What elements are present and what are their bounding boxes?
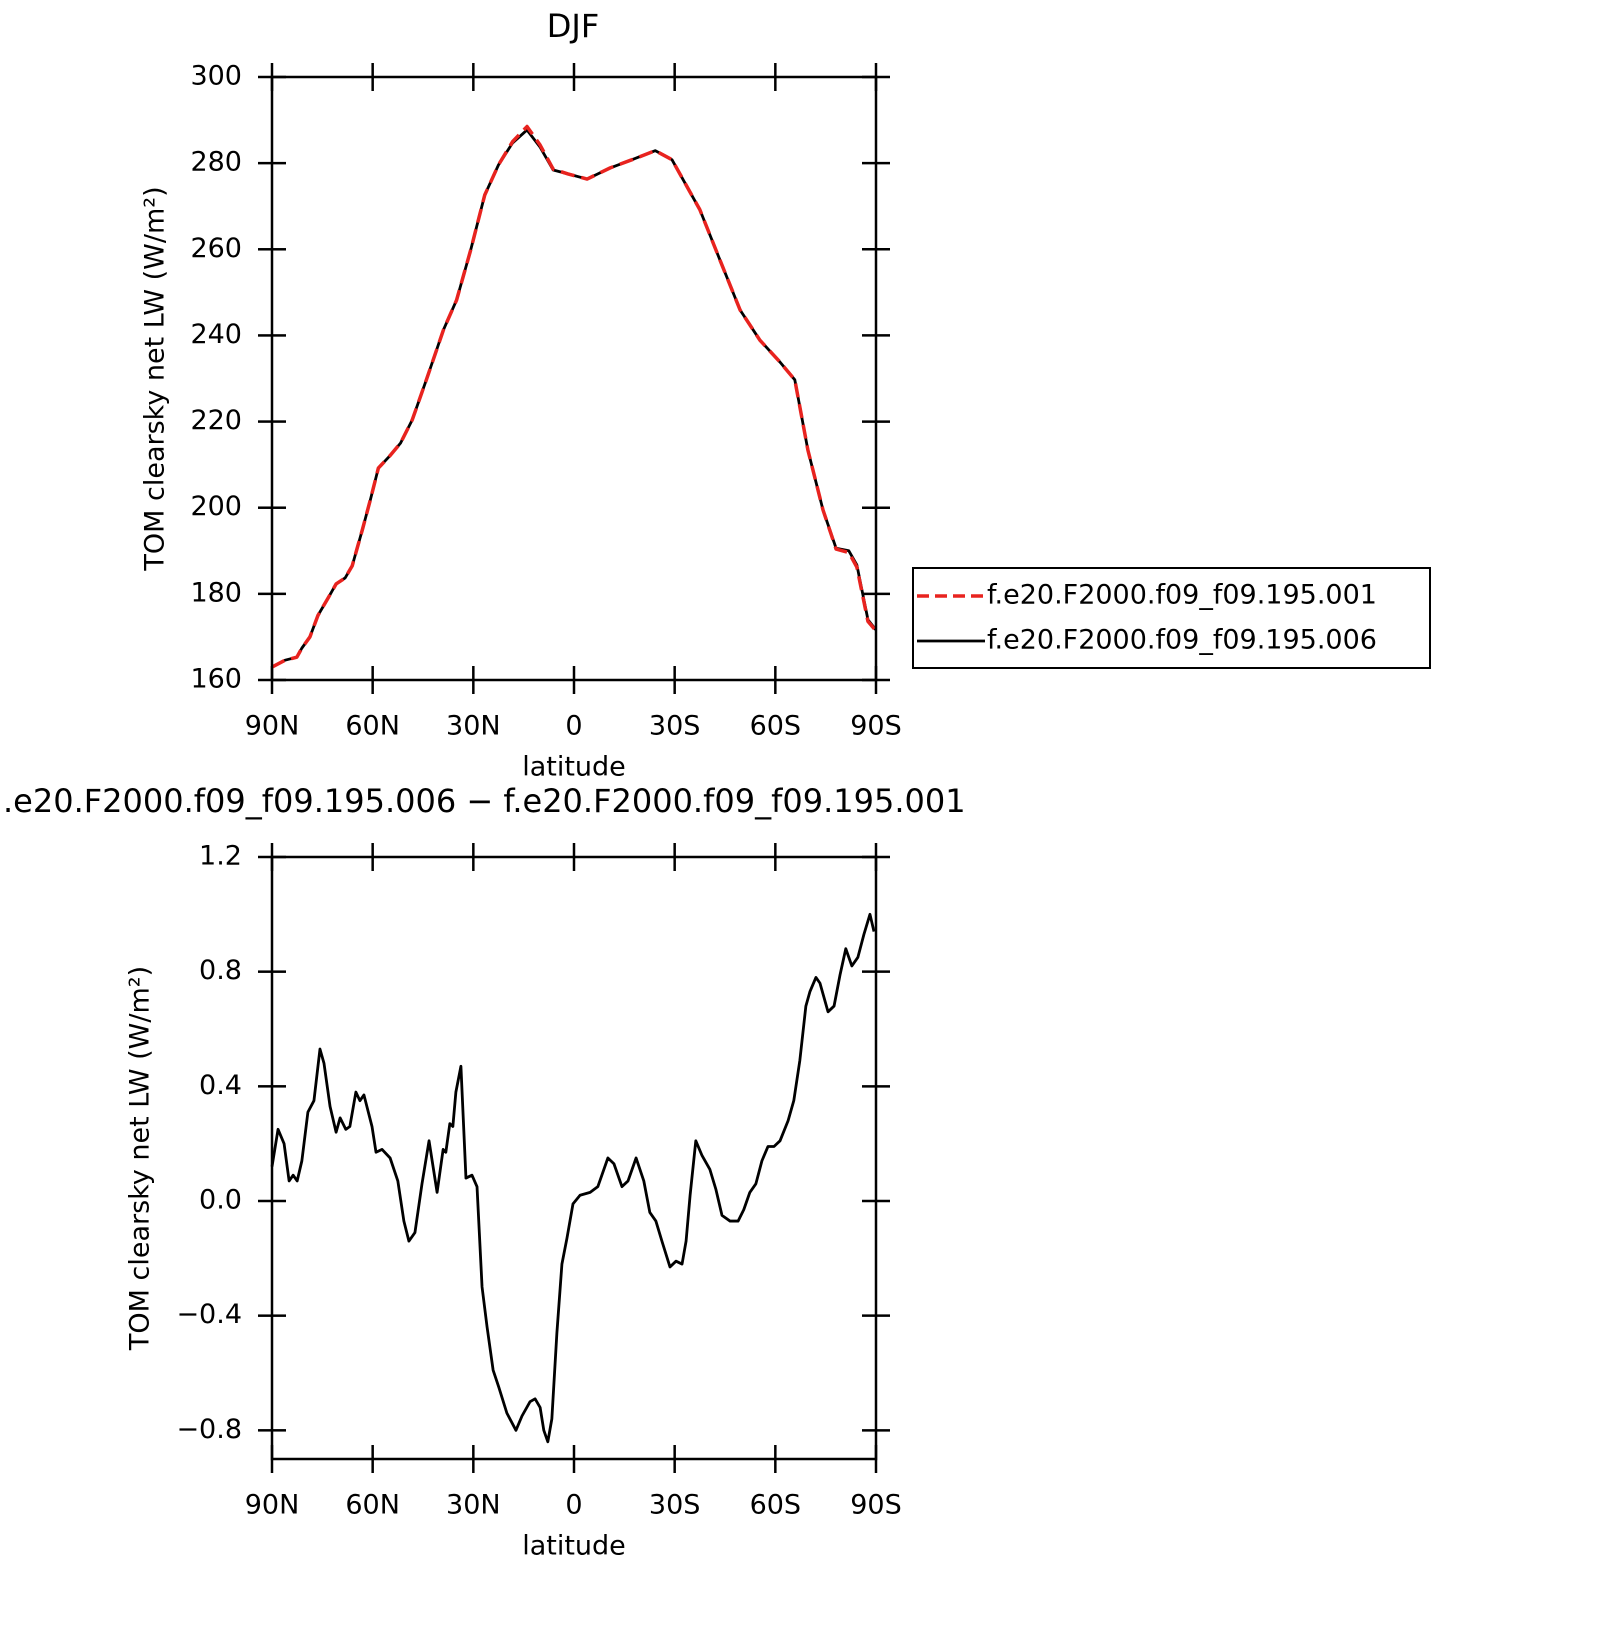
x-tick-label: 60S	[750, 711, 802, 742]
series-line	[271, 128, 878, 669]
y-tick-label: 0.8	[199, 955, 242, 986]
y-tick-label: 160	[190, 664, 242, 695]
legend-label: f.e20.F2000.f09_f09.195.006	[987, 625, 1377, 656]
y-tick-label: 200	[190, 491, 242, 522]
plot-frame	[270, 855, 878, 1461]
chart-title: DJF	[547, 7, 599, 45]
x-tick-label: 60N	[345, 1490, 400, 1521]
y-tick-label: −0.8	[176, 1414, 242, 1445]
x-tick-label: 0	[565, 1490, 582, 1521]
series-line	[271, 124, 878, 669]
x-tick-label: 90S	[850, 1490, 902, 1521]
x-axis-label: latitude	[522, 752, 626, 783]
x-tick-label: 60N	[345, 711, 400, 742]
y-tick-label: 300	[190, 61, 242, 92]
x-tick-label: 30S	[649, 1490, 701, 1521]
chart-title: .e20.F2000.f09_f09.195.006 − f.e20.F2000…	[3, 782, 966, 820]
y-tick-label: 220	[190, 405, 242, 436]
x-tick-label: 30N	[446, 1490, 501, 1521]
x-tick-label: 30N	[446, 711, 501, 742]
y-tick-label: 260	[190, 233, 242, 264]
y-tick-label: 1.2	[199, 841, 242, 872]
legend-box	[912, 567, 1431, 669]
y-tick-label: 180	[190, 577, 242, 608]
x-tick-label: 0	[565, 711, 582, 742]
y-tick-label: 280	[190, 147, 242, 178]
y-tick-label: 0.0	[199, 1185, 242, 1216]
x-tick-label: 90S	[850, 711, 902, 742]
legend-label: f.e20.F2000.f09_f09.195.001	[987, 580, 1377, 611]
y-tick-label: −0.4	[176, 1299, 242, 1330]
x-tick-label: 30S	[649, 711, 701, 742]
x-axis-label: latitude	[522, 1531, 626, 1562]
x-tick-label: 90N	[245, 711, 300, 742]
y-axis-label: TOM clearsky net LW (W/m²)	[125, 966, 156, 1351]
y-tick-label: 0.4	[199, 1070, 242, 1101]
y-tick-label: 240	[190, 319, 242, 350]
x-tick-label: 90N	[245, 1490, 300, 1521]
data-line	[270, 912, 876, 1444]
y-axis-label: TOM clearsky net LW (W/m²)	[140, 186, 171, 571]
plot-frame	[270, 75, 878, 682]
x-tick-label: 60S	[750, 1490, 802, 1521]
